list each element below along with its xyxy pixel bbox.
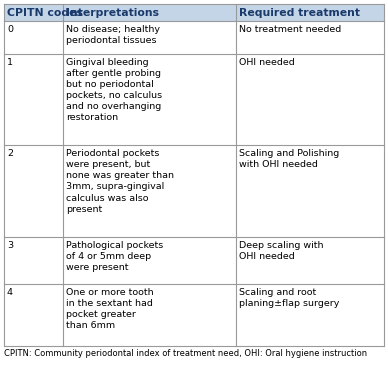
- Text: 1: 1: [7, 58, 13, 67]
- Text: 0: 0: [7, 25, 13, 34]
- Text: Scaling and root
planing±flap surgery: Scaling and root planing±flap surgery: [239, 288, 339, 308]
- Text: 4: 4: [7, 288, 13, 297]
- Bar: [4, 284, 384, 346]
- Text: Pathological pockets
of 4 or 5mm deep
were present: Pathological pockets of 4 or 5mm deep we…: [66, 241, 163, 272]
- Text: 2: 2: [7, 149, 13, 158]
- Bar: [4, 54, 384, 146]
- Text: Interpretations: Interpretations: [66, 8, 159, 18]
- Text: Deep scaling with
OHI needed: Deep scaling with OHI needed: [239, 241, 324, 261]
- Text: 3: 3: [7, 241, 13, 250]
- Bar: [4, 146, 384, 237]
- Text: No disease; healthy
periodontal tissues: No disease; healthy periodontal tissues: [66, 25, 160, 45]
- Text: OHI needed: OHI needed: [239, 58, 294, 67]
- Bar: [4, 237, 384, 284]
- Text: Periodontal pockets
were present, but
none was greater than
3mm, supra-gingival
: Periodontal pockets were present, but no…: [66, 149, 174, 214]
- Text: No treatment needed: No treatment needed: [239, 25, 341, 34]
- Text: Gingival bleeding
after gentle probing
but no periodontal
pockets, no calculus
a: Gingival bleeding after gentle probing b…: [66, 58, 162, 122]
- Text: Required treatment: Required treatment: [239, 8, 360, 18]
- Text: CPITN: Community periodontal index of treatment need, OHI: Oral hygiene instruct: CPITN: Community periodontal index of tr…: [4, 349, 367, 358]
- Bar: [4, 21, 384, 54]
- Text: Scaling and Polishing
with OHI needed: Scaling and Polishing with OHI needed: [239, 149, 339, 169]
- Bar: [4, 4, 384, 21]
- Text: CPITN codes: CPITN codes: [7, 8, 83, 18]
- Text: One or more tooth
in the sextant had
pocket greater
than 6mm: One or more tooth in the sextant had poc…: [66, 288, 154, 330]
